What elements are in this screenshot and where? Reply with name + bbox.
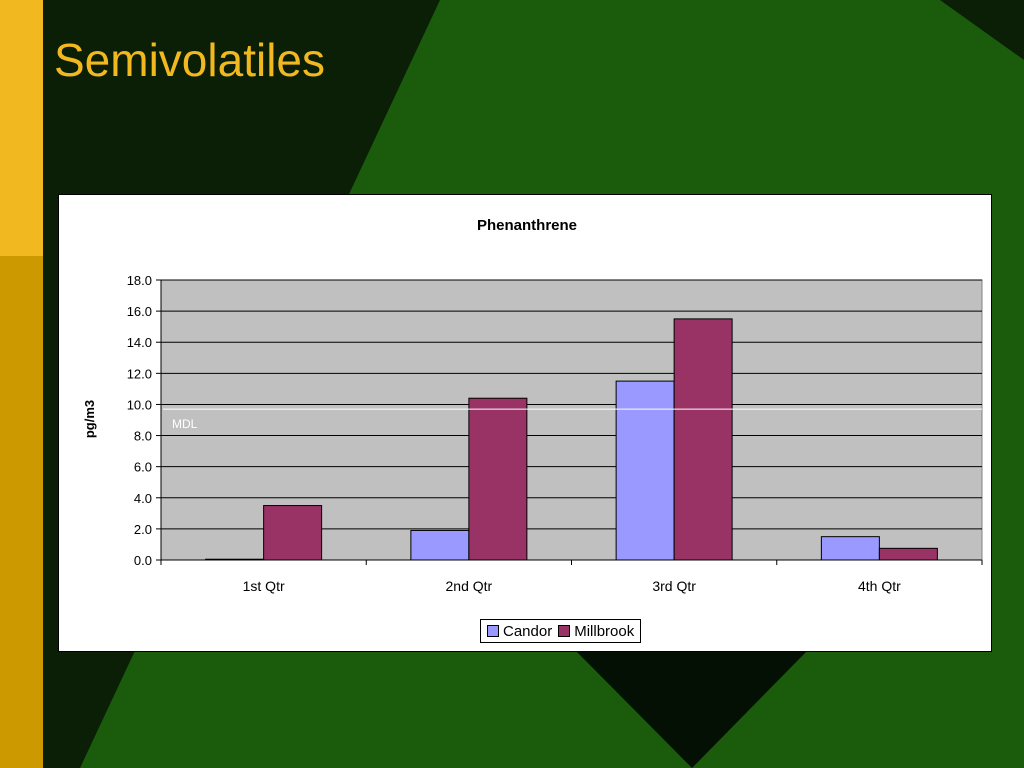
legend-label-millbrook: Millbrook (574, 622, 635, 640)
mdl-label: MDL (172, 417, 198, 431)
y-tick-label: 16.0 (127, 304, 152, 319)
y-tick-label: 14.0 (127, 335, 152, 350)
legend-label-candor: Candor (503, 622, 553, 640)
bar-candor-1 (205, 558, 265, 561)
y-tick-label: 18.0 (127, 273, 152, 288)
bar-candor-2 (410, 529, 470, 561)
y-axis-label: pg/m3 (82, 400, 97, 438)
x-tick-label: 3rd Qtr (652, 578, 696, 594)
y-tick-label: 12.0 (127, 366, 152, 381)
legend-swatch-candor (487, 625, 499, 637)
plot-group: 0.0 2.0 4.0 6.0 8.0 10.0 12.0 14.0 16.0 18.0 1st Q… (127, 273, 983, 594)
bar-millbrook-1 (263, 505, 323, 561)
x-tick-label: 2nd Qtr (446, 578, 493, 594)
y-tick-label: 0.0 (134, 553, 152, 568)
bar-millbrook-4 (878, 547, 938, 561)
slide-title: Semivolatiles (54, 34, 325, 86)
legend-swatch-millbrook (558, 625, 571, 637)
bar-candor-4 (820, 536, 880, 561)
legend-item-millbrook: Millbrook (558, 623, 634, 640)
x-tick-label: 1st Qtr (243, 578, 285, 594)
chart-panel: Phenanthrene pg/m3 0.0 2.0 4.0 6.0 8.0 10.0 12… (58, 194, 992, 652)
y-tick-label: 4.0 (134, 491, 152, 506)
bar-millbrook-2 (468, 397, 528, 561)
chart-title: Phenanthrene (477, 217, 577, 234)
y-tick-label: 10.0 (127, 397, 152, 412)
y-tick-label: 8.0 (134, 429, 152, 444)
background-dark-triangle (575, 650, 808, 768)
bar-candor-3 (615, 380, 675, 561)
sidebar-yellow-band (0, 0, 43, 256)
bar-millbrook-3 (673, 318, 733, 561)
x-tick-label: 4th Qtr (858, 578, 901, 594)
sidebar-gold-band (0, 256, 43, 768)
chart-legend: Candor Millbrook (480, 619, 642, 643)
chart-svg: Phenanthrene pg/m3 0.0 2.0 4.0 6.0 8.0 10.0 12… (82, 217, 983, 594)
y-tick-label: 2.0 (134, 522, 152, 537)
legend-item-candor: Candor (487, 623, 552, 640)
y-tick-label: 6.0 (134, 460, 152, 475)
